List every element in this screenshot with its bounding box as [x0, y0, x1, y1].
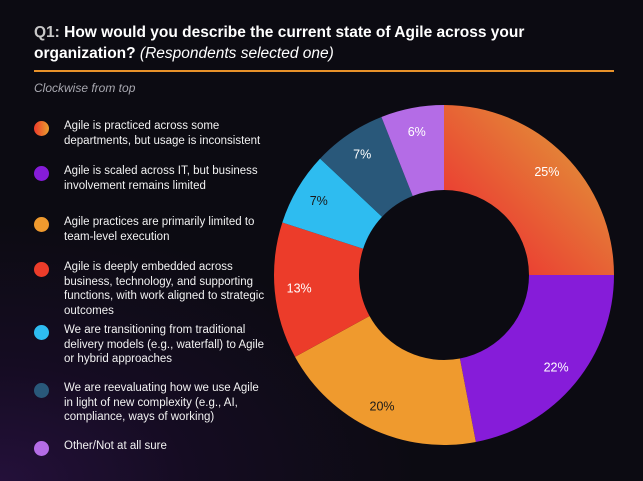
legend-swatch — [34, 262, 49, 277]
question-subtitle: (Respondents selected one) — [135, 45, 334, 62]
legend-swatch — [34, 441, 49, 456]
slice-data-label: 20% — [370, 400, 395, 414]
legend-label: Agile is practiced across some departmen… — [64, 120, 261, 147]
legend-label: Agile is deeply embedded across business… — [64, 261, 265, 317]
slice-data-label: 13% — [287, 282, 312, 296]
legend-label: We are transitioning from traditional de… — [64, 324, 265, 365]
order-note: Clockwise from top — [34, 81, 136, 95]
legend-swatch — [34, 217, 49, 232]
donut-slice — [274, 222, 370, 357]
donut-slice — [282, 158, 383, 249]
slice-data-label: 7% — [310, 194, 328, 208]
slice-data-label: 7% — [353, 148, 371, 162]
question-text: How would you describe the current state… — [34, 24, 525, 62]
legend-swatch — [34, 121, 49, 136]
donut-slice — [444, 105, 614, 275]
question-number: Q1: — [34, 24, 60, 41]
legend-label: Other/Not at all sure — [64, 440, 167, 452]
slice-data-label: 22% — [544, 361, 569, 375]
donut-slice — [381, 105, 444, 196]
legend-swatch — [34, 325, 49, 340]
legend-label: Agile practices are primarily limited to… — [64, 216, 255, 243]
title-divider — [34, 70, 614, 72]
legend-label: We are reevaluating how we use Agile in … — [64, 382, 259, 423]
legend-label: Agile is scaled across IT, but business … — [64, 165, 258, 192]
donut-slice — [459, 275, 614, 442]
slice-data-label: 6% — [408, 125, 426, 139]
donut-slice — [320, 116, 413, 217]
slice-data-label: 25% — [534, 165, 559, 179]
legend-swatch — [34, 166, 49, 181]
legend-swatch — [34, 383, 49, 398]
chart-title: Q1: How would you describe the current s… — [34, 22, 614, 64]
donut-slice — [295, 315, 476, 445]
